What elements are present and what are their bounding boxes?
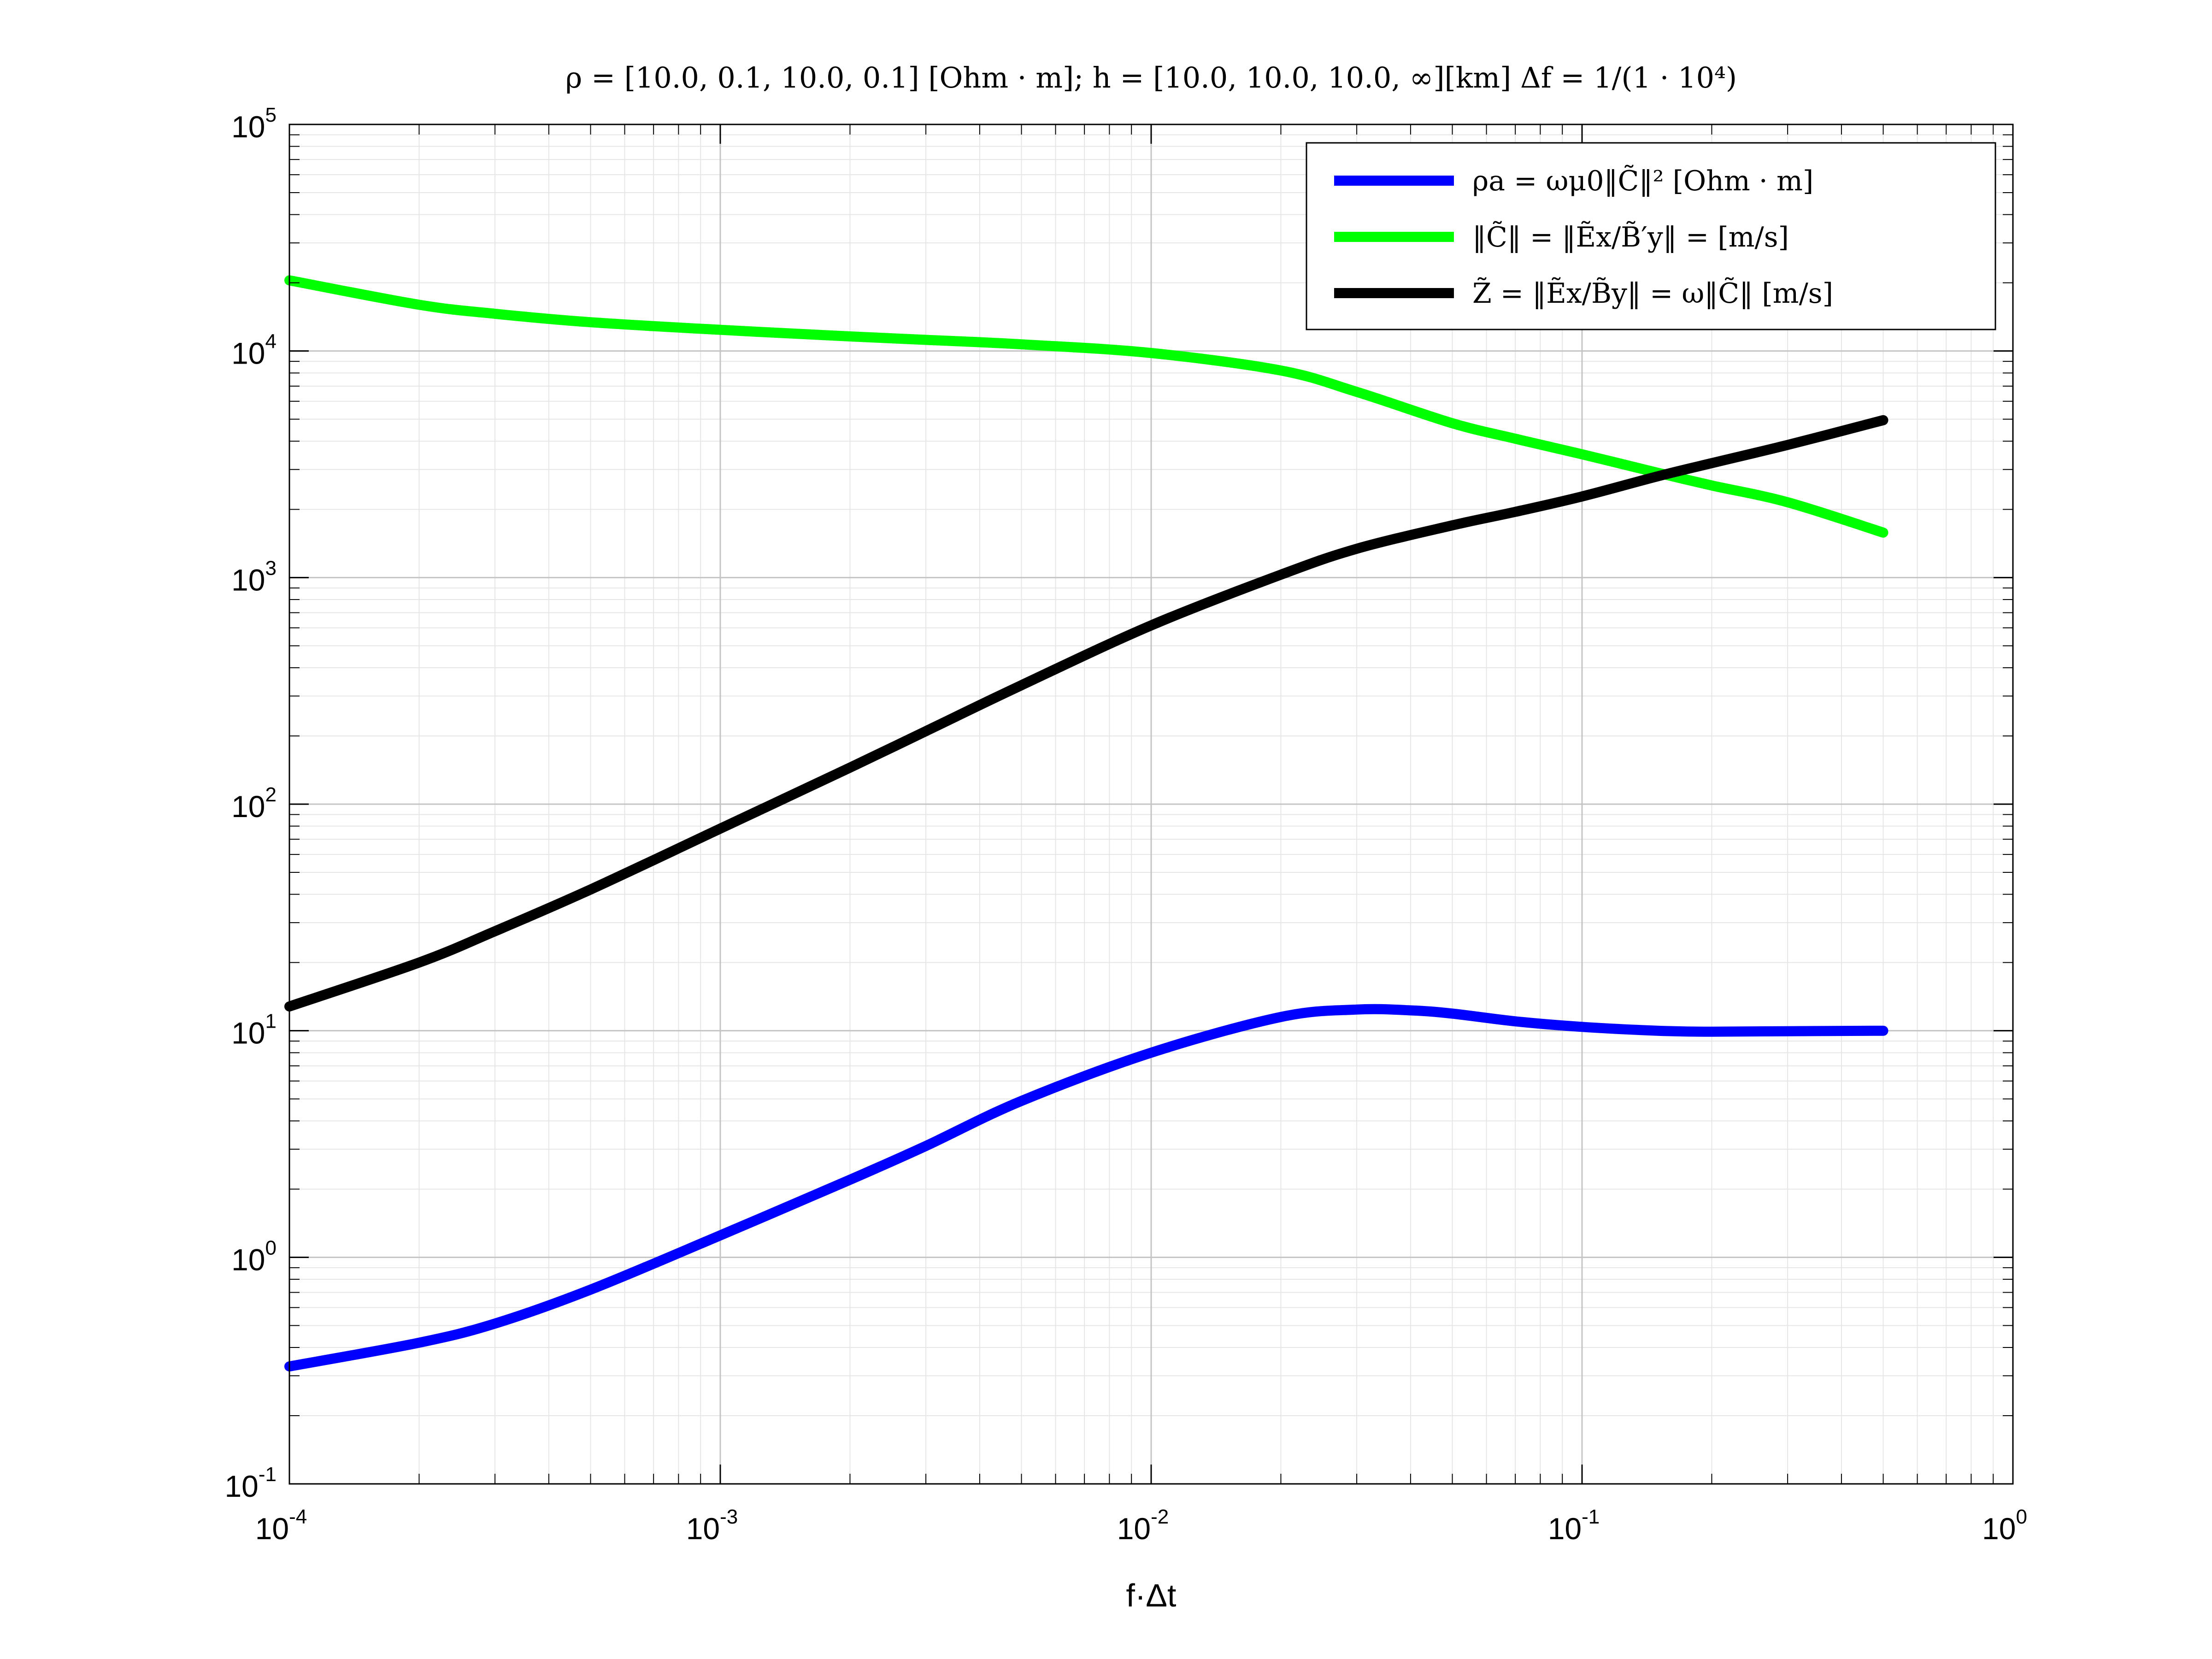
y-tick-labels: 10-1 100 101 102 103 104 105 (224, 104, 276, 1503)
y-tick-label: 100 (231, 1236, 276, 1277)
y-tick-label: 10-1 (224, 1463, 276, 1503)
x-tick-label: 10-2 (1117, 1506, 1169, 1546)
y-tick-label: 101 (231, 1010, 276, 1050)
x-tick-label: 100 (1982, 1506, 2027, 1546)
series-layer (284, 275, 1888, 1372)
legend: ρa = ωμ0‖C̃‖² [Ohm · m] ‖C̃‖ = ‖Ẽx/B̃′y‖ … (1306, 142, 1996, 330)
series-line-3 (284, 415, 1888, 1012)
y-tick-label: 104 (231, 330, 276, 371)
y-tick-label: 105 (231, 104, 276, 144)
x-tick-label: 10-3 (686, 1506, 738, 1546)
axes-frame (288, 124, 2014, 1485)
series-line-1 (284, 1004, 1888, 1372)
series-line-2 (284, 275, 1888, 538)
legend-label-1: ρa = ωμ0‖C̃‖² [Ohm · m] (1472, 165, 1813, 197)
chart-title: ρ = [10.0, 0.1, 10.0, 0.1] [Ohm · m]; h … (565, 61, 1737, 94)
x-tick-labels: 10-4 10-3 10-2 10-1 100 (255, 1506, 2027, 1546)
legend-label-2: ‖C̃‖ = ‖Ẽx/B̃′y‖ = [m/s] (1472, 221, 1789, 253)
legend-label-3: Z̃ = ‖Ẽx/B̃y‖ = ω‖C̃‖ [m/s] (1472, 277, 1833, 310)
y-tick-label: 102 (231, 783, 276, 824)
x-axis-label: f·Δt (1126, 1577, 1177, 1613)
x-tick-label: 10-1 (1548, 1506, 1600, 1546)
y-tick-label: 103 (231, 557, 276, 597)
x-tick-label: 10-4 (255, 1506, 307, 1546)
ticks-layer (288, 124, 2013, 1485)
